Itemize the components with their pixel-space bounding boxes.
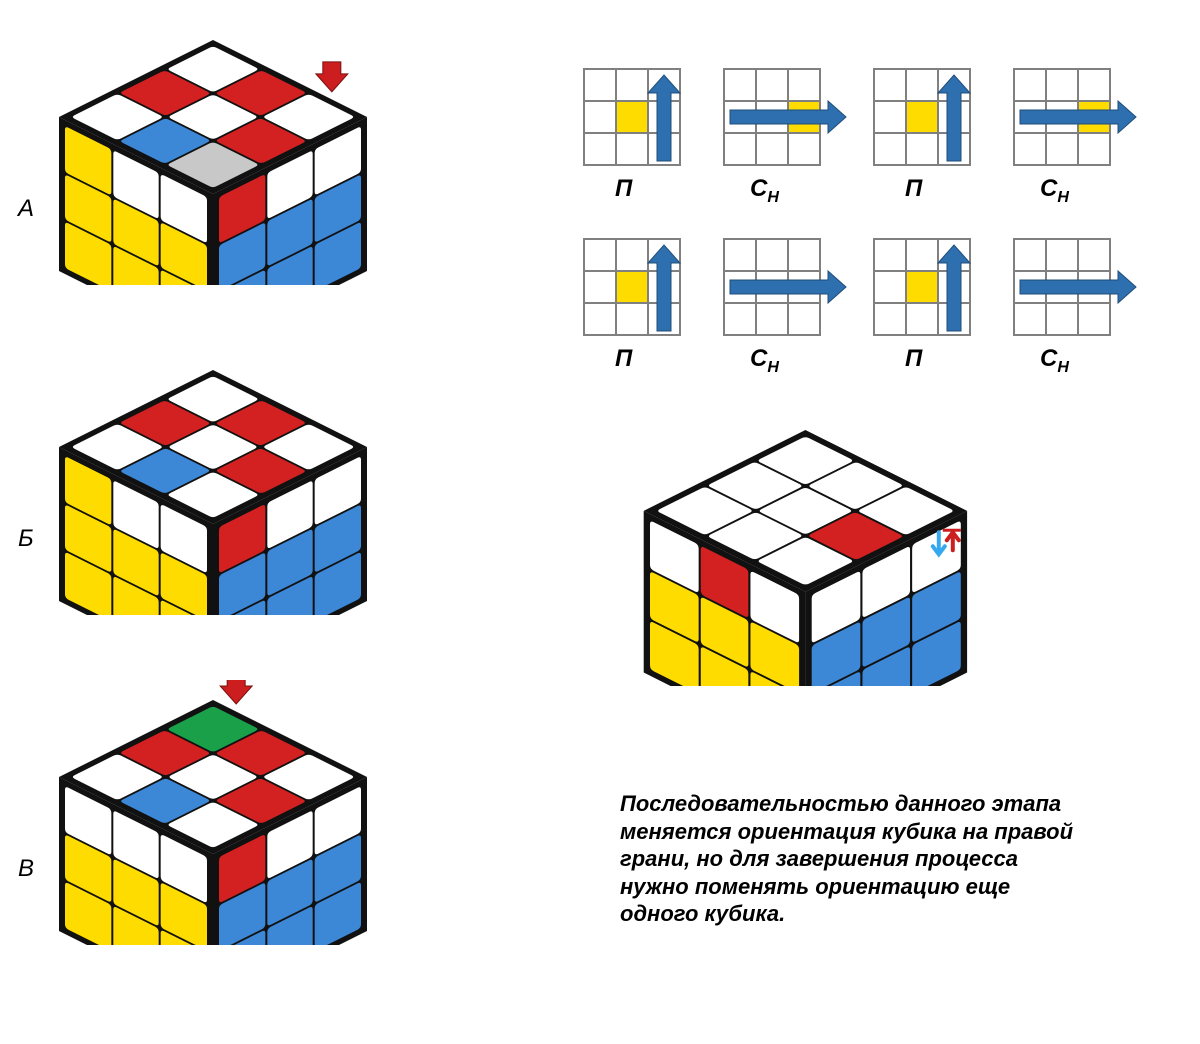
move-label: П — [905, 345, 922, 373]
move-grid — [870, 65, 1026, 186]
move-label: СН — [750, 175, 779, 207]
move-grid — [580, 65, 736, 186]
move-grid — [580, 235, 736, 356]
move-grid — [870, 235, 1026, 356]
caption-text: Последовательностью данного этапа меняет… — [620, 790, 1090, 928]
label-b: Б — [18, 525, 34, 553]
rubiks-cube — [55, 20, 371, 290]
move-label: П — [905, 175, 922, 203]
move-label: СН — [1040, 345, 1069, 377]
move-grid — [1010, 65, 1166, 186]
label-a: А — [18, 195, 34, 223]
label-c: В — [18, 855, 34, 883]
move-label: П — [615, 175, 632, 203]
move-label: П — [615, 345, 632, 373]
move-grid — [720, 65, 876, 186]
move-label: СН — [1040, 175, 1069, 207]
move-label: СН — [750, 345, 779, 377]
rubiks-cube — [55, 680, 371, 950]
rubiks-cube — [55, 350, 371, 620]
move-grid — [1010, 235, 1166, 356]
rubiks-cube — [640, 410, 971, 691]
move-grid — [720, 235, 876, 356]
